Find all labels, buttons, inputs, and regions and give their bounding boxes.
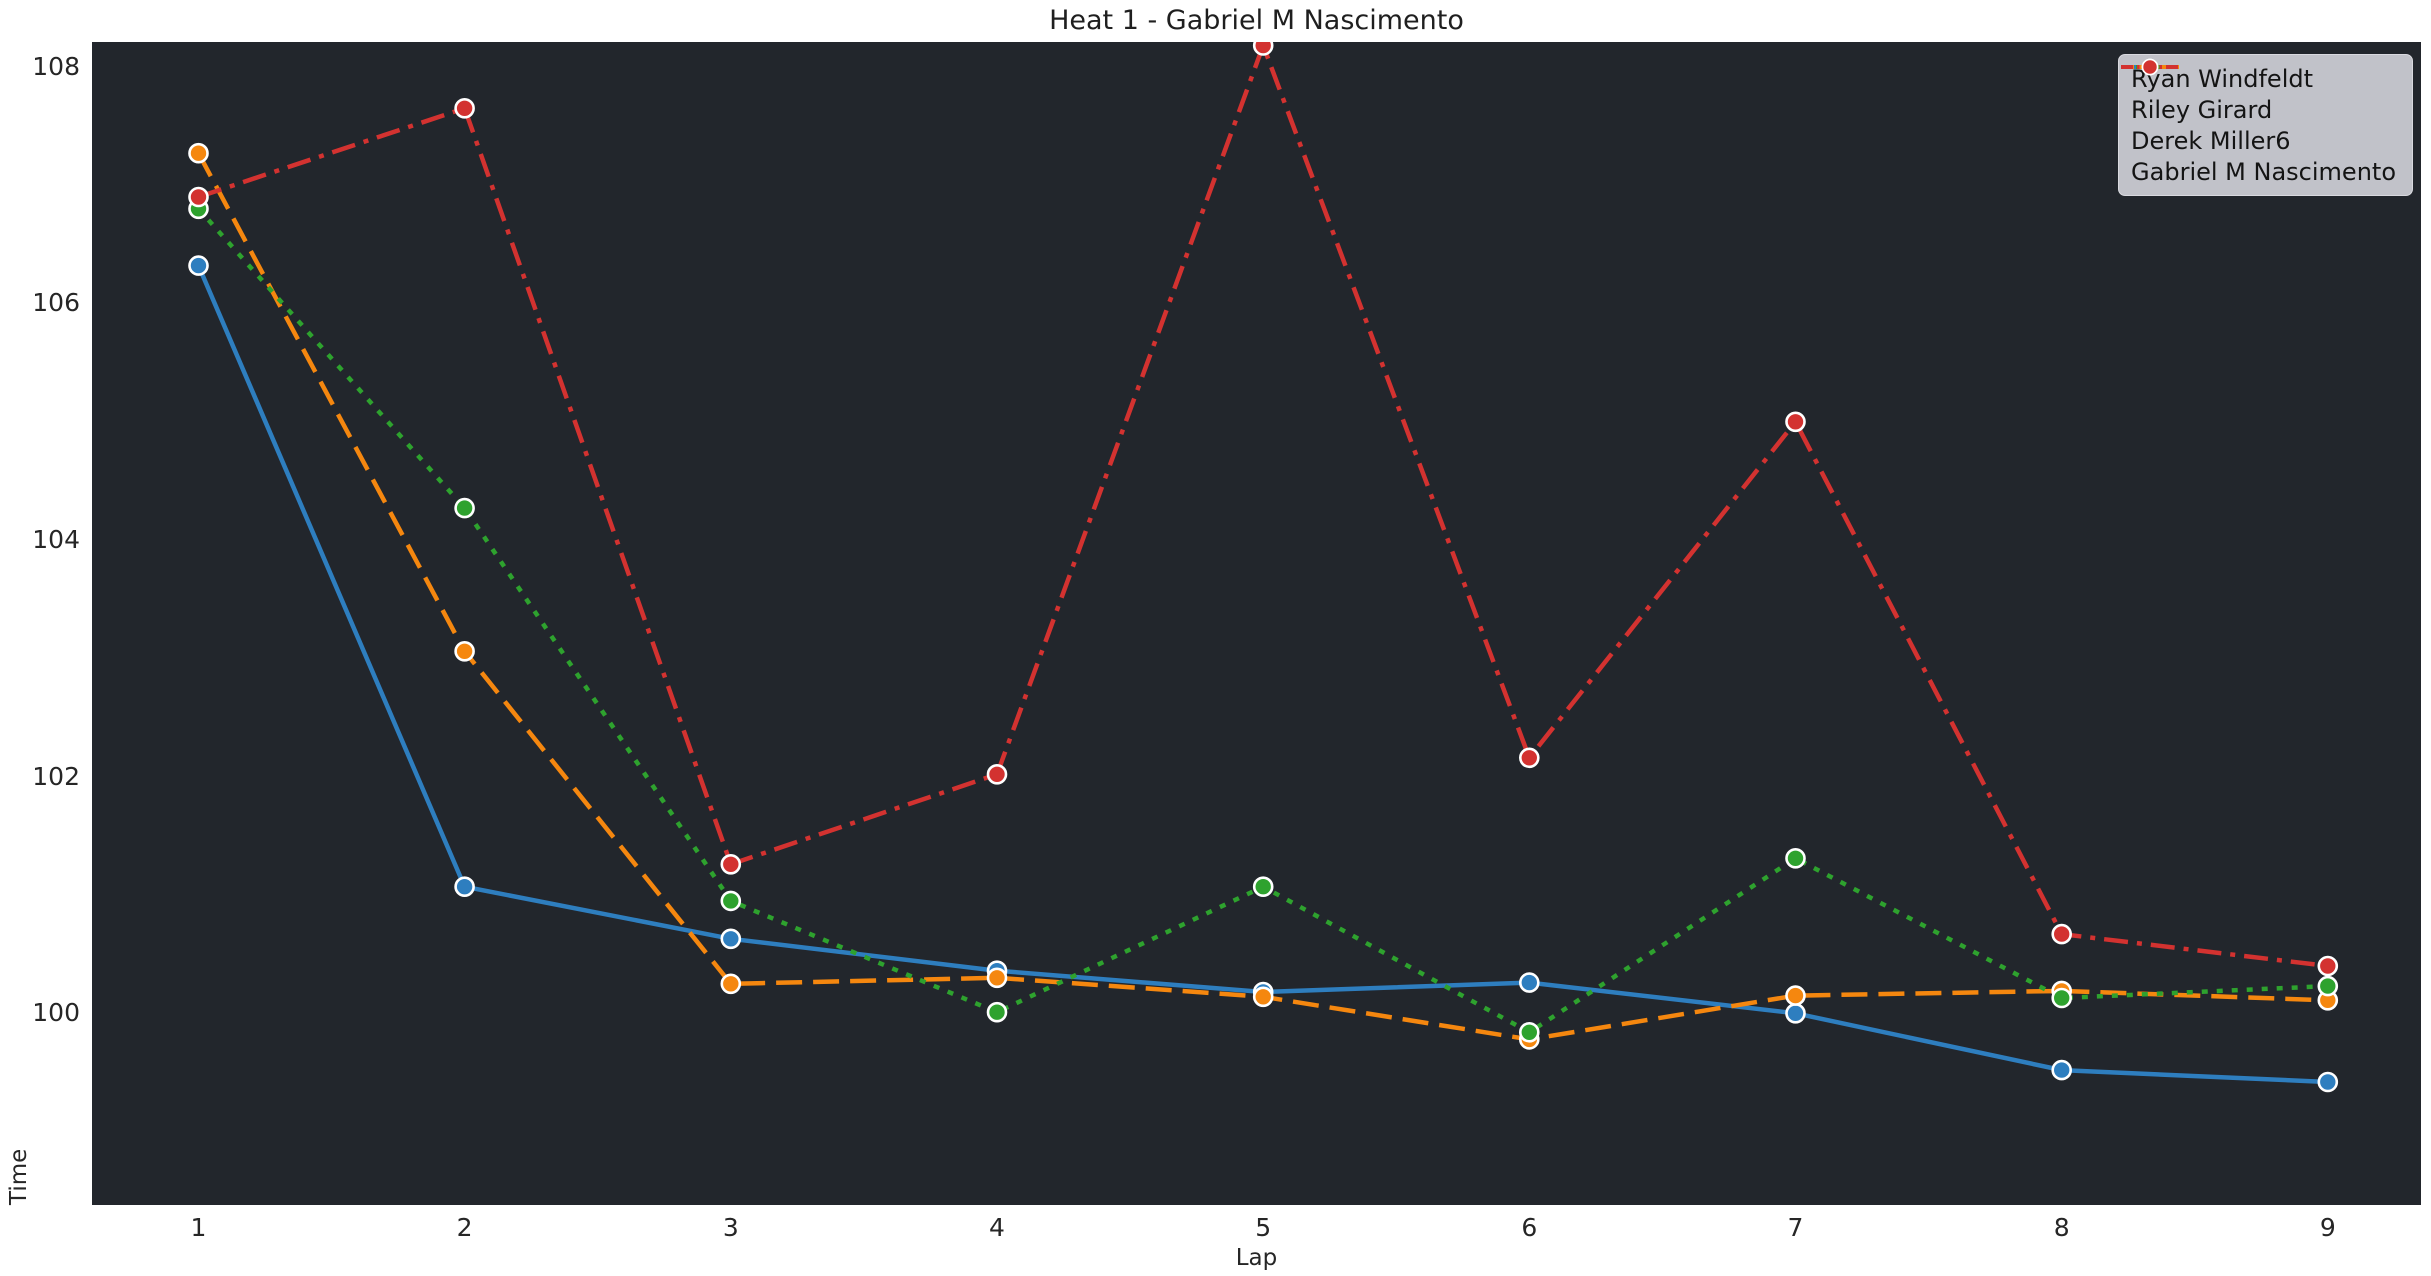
data-point-marker xyxy=(720,890,742,912)
series-line-ryan-windfeldt xyxy=(196,264,2328,1085)
legend-entry: Gabriel M Nascimento xyxy=(2121,58,2396,186)
data-point-marker xyxy=(2317,1071,2339,1093)
series-line-riley-girard xyxy=(196,152,2328,1042)
data-point-marker xyxy=(720,928,742,950)
data-point-marker xyxy=(1252,986,1274,1008)
data-point-marker xyxy=(188,255,209,276)
x-tick-label: 6 xyxy=(1521,1213,1538,1242)
data-point-marker xyxy=(1785,847,1806,869)
data-point-marker xyxy=(1785,411,1806,433)
x-tick-label: 8 xyxy=(2053,1213,2070,1242)
legend-line-sample-icon xyxy=(2121,58,2180,76)
y-tick-label: 102 xyxy=(32,761,80,791)
data-point-marker xyxy=(720,973,742,995)
y-tick-label: 106 xyxy=(32,288,80,318)
data-point-marker xyxy=(986,763,1008,785)
legend-label: Ryan Windfeldt xyxy=(2131,64,2314,93)
data-point-marker xyxy=(986,1001,1008,1023)
data-point-marker xyxy=(1252,42,1274,56)
data-point-marker xyxy=(188,142,209,164)
y-tick-label: 100 xyxy=(32,998,80,1028)
series-line-derek-miller6 xyxy=(196,207,2328,1035)
y-axis-label: Time xyxy=(6,1148,32,1205)
x-tick-label: 9 xyxy=(2319,1213,2336,1242)
x-tick-label: 3 xyxy=(722,1213,739,1242)
legend-label: Gabriel M Nascimento xyxy=(2131,157,2396,186)
chart-title: Heat 1 - Gabriel M Nascimento xyxy=(1049,5,1464,36)
x-axis-label: Lap xyxy=(1235,1245,1278,1271)
series-line-gabriel-m-nascimento xyxy=(197,42,2329,969)
data-point-marker xyxy=(2317,975,2339,997)
legend: Ryan Windfeldt Riley Girard Derek Miller6 G… xyxy=(2118,54,2413,196)
data-point-marker xyxy=(2317,955,2339,977)
x-tick-label: 5 xyxy=(1255,1213,1272,1242)
data-point-marker xyxy=(454,640,475,662)
x-tick-label: 7 xyxy=(1787,1213,1804,1242)
chart-canvas xyxy=(188,42,2339,1093)
data-point-marker xyxy=(2051,987,2072,1009)
data-point-marker xyxy=(1519,1021,1540,1043)
data-point-marker xyxy=(454,98,475,119)
data-point-marker xyxy=(2051,923,2072,945)
data-point-marker xyxy=(454,497,475,519)
data-point-marker xyxy=(1785,1002,1806,1024)
data-point-marker xyxy=(1519,747,1540,769)
legend-label: Derek Miller6 xyxy=(2131,126,2291,155)
data-point-marker xyxy=(2051,1059,2072,1081)
data-point-marker xyxy=(1519,972,1540,993)
legend-entry: Derek Miller6 xyxy=(2121,58,2396,155)
legend-label: Riley Girard xyxy=(2131,95,2273,124)
y-tick-label: 108 xyxy=(32,51,80,81)
data-point-marker xyxy=(720,853,742,875)
data-point-marker xyxy=(188,186,209,208)
x-tick-label: 1 xyxy=(190,1213,207,1242)
data-point-marker xyxy=(1785,985,1806,1006)
y-tick-label: 104 xyxy=(32,525,80,555)
data-point-marker xyxy=(454,876,475,898)
data-point-marker xyxy=(1252,876,1274,898)
plot-area: Ryan Windfeldt Riley Girard Derek Miller6 G… xyxy=(92,42,2421,1205)
legend-entry: Riley Girard xyxy=(2121,58,2396,124)
data-point-marker xyxy=(986,967,1008,989)
x-tick-label: 4 xyxy=(989,1213,1005,1242)
x-tick-label: 2 xyxy=(456,1213,473,1242)
